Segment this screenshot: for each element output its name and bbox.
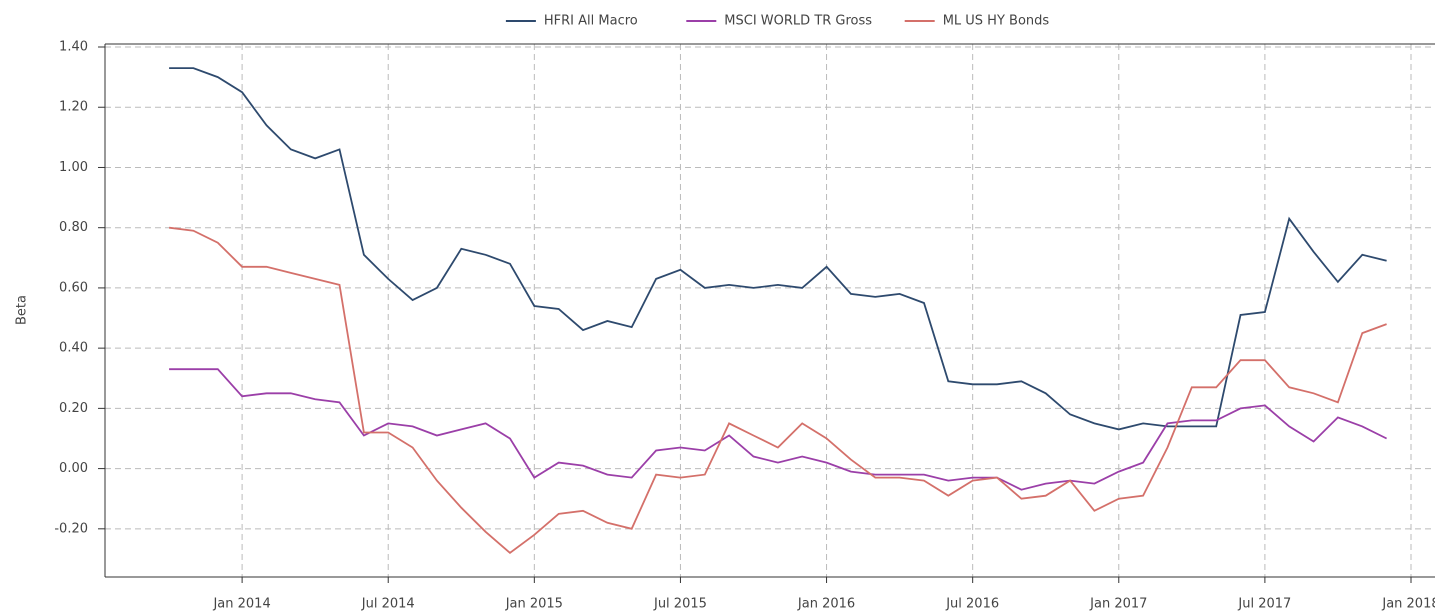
x-tick-label: Jul 2015 xyxy=(653,597,707,612)
y-tick-label: 0.80 xyxy=(59,220,88,235)
y-tick-label: 0.60 xyxy=(59,280,88,295)
legend-label: ML US HY Bonds xyxy=(943,14,1050,29)
y-tick-label: 1.20 xyxy=(59,100,88,115)
y-axis-label: Beta xyxy=(15,295,30,325)
x-tick-label: Jan 2014 xyxy=(212,597,270,612)
x-tick-label: Jan 2015 xyxy=(505,597,563,612)
line-series xyxy=(169,67,1387,431)
y-tick-label: 1.00 xyxy=(59,160,88,175)
x-tick-label: Jan 2016 xyxy=(797,597,855,612)
y-tick-label: 1.40 xyxy=(59,40,88,55)
line-series xyxy=(169,368,1388,491)
line-series xyxy=(168,226,1387,555)
y-tick-label: 0.40 xyxy=(59,341,88,356)
legend-label: HFRI All Macro xyxy=(544,14,638,29)
y-tick-label: -0.20 xyxy=(54,521,88,536)
x-tick-label: Jan 2017 xyxy=(1089,597,1147,612)
y-tick-label: 0.20 xyxy=(59,401,88,416)
y-tick-label: 0.00 xyxy=(59,461,88,476)
x-tick-label: Jul 2016 xyxy=(945,597,999,612)
x-tick-label: Jul 2017 xyxy=(1237,597,1291,612)
legend-label: MSCI WORLD TR Gross xyxy=(724,14,872,29)
x-tick-label: Jan 2018 xyxy=(1381,597,1435,612)
x-tick-label: Jul 2014 xyxy=(361,597,415,612)
